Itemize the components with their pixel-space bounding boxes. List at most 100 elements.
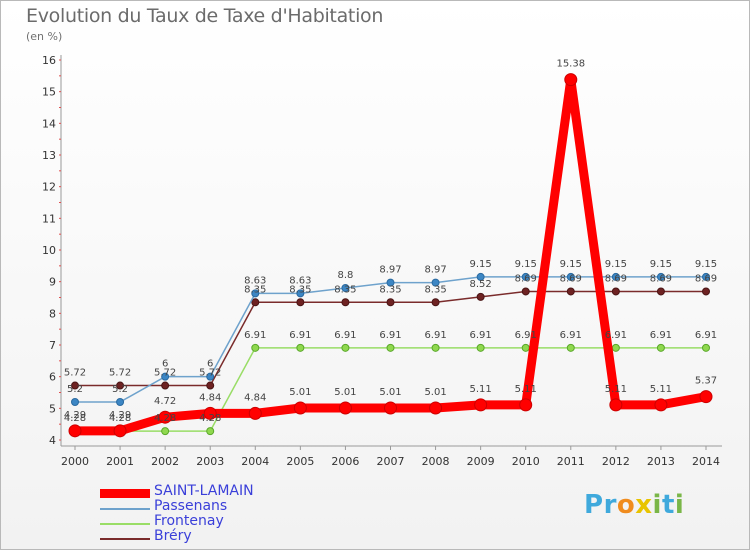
data-label-0: 4.84 (199, 392, 221, 403)
data-label-1: 8.63 (244, 275, 266, 286)
data-label-0: 5.01 (379, 387, 401, 398)
logo-letter: o (616, 490, 636, 520)
data-label-1: 9.15 (560, 259, 582, 270)
data-label-2: 6.91 (244, 330, 266, 341)
legend-item: SAINT-LAMAIN (100, 483, 360, 501)
legend-swatch (100, 489, 150, 498)
y-tick-label: 9 (49, 276, 56, 289)
data-label-2: 6.91 (289, 330, 311, 341)
logo-letter: i (674, 490, 685, 520)
data-label-0: 5.01 (334, 387, 356, 398)
x-tick-label: 2014 (692, 455, 720, 468)
data-label-2: 6.91 (379, 330, 401, 341)
series-point-1 (476, 272, 485, 281)
data-label-1: 8.8 (337, 270, 353, 281)
legend-label: SAINT-LAMAIN (154, 483, 254, 499)
series-point-1 (386, 278, 395, 287)
data-label-1: 9.15 (605, 259, 627, 270)
legend-item: Frontenay (100, 513, 360, 531)
series-point-0 (68, 424, 82, 438)
data-label-0: 5.01 (424, 387, 446, 398)
data-label-3: 5.72 (64, 368, 86, 379)
data-label-0: 5.11 (650, 384, 672, 395)
series-point-2 (476, 343, 485, 352)
data-label-2: 6.91 (560, 330, 582, 341)
data-label-3: 8.69 (560, 273, 582, 284)
series-point-3 (161, 381, 170, 390)
data-label-1: 6 (207, 359, 213, 370)
data-label-1: 8.97 (379, 265, 401, 276)
series-point-0 (293, 401, 307, 415)
data-label-0: 5.11 (515, 384, 537, 395)
series-point-2 (431, 343, 440, 352)
chart-unit-label: (en %) (26, 30, 63, 43)
data-label-1: 5.2 (112, 384, 128, 395)
x-tick-label: 2007 (377, 455, 405, 468)
y-tick-label: 16 (42, 54, 56, 67)
series-point-2 (251, 343, 260, 352)
data-label-2: 6.91 (515, 330, 537, 341)
series-point-0 (429, 401, 443, 415)
data-label-3: 8.35 (334, 284, 356, 295)
series-point-0 (158, 410, 172, 424)
y-tick-label: 10 (42, 244, 56, 257)
data-label-3: 8.69 (650, 273, 672, 284)
series-point-2 (521, 343, 530, 352)
proxiti-logo: Proxiti (584, 490, 684, 520)
series-point-3 (521, 287, 530, 296)
data-label-0: 4.29 (109, 410, 131, 421)
legend-swatch (100, 538, 150, 540)
data-label-1: 9.15 (470, 259, 492, 270)
logo-letter: t (661, 490, 675, 520)
series-point-3 (656, 287, 665, 296)
x-tick-label: 2006 (331, 455, 359, 468)
data-label-3: 8.69 (515, 273, 537, 284)
series-point-3 (251, 298, 260, 307)
series-point-3 (386, 298, 395, 307)
data-label-3: 8.69 (695, 273, 717, 284)
legend-item: Bréry (100, 528, 360, 546)
data-label-3: 8.35 (244, 284, 266, 295)
series-point-1 (702, 272, 710, 281)
series-point-0 (654, 398, 668, 412)
data-label-2: 6.91 (334, 330, 356, 341)
y-tick-label: 15 (42, 86, 56, 99)
legend-item: Passenans (100, 498, 360, 516)
series-point-0 (474, 398, 488, 412)
series-point-1 (656, 272, 665, 281)
legend-label: Frontenay (154, 513, 224, 529)
data-label-1: 6 (162, 359, 168, 370)
series-point-3 (476, 292, 485, 301)
series-point-1 (161, 372, 170, 381)
y-tick-label: 8 (49, 307, 56, 320)
series-point-1 (296, 289, 305, 298)
series-point-1 (431, 278, 440, 287)
data-label-0: 4.72 (154, 396, 176, 407)
data-label-2: 6.91 (650, 330, 672, 341)
series-point-3 (71, 381, 79, 390)
series-point-0 (519, 398, 533, 412)
data-label-2: 6.91 (424, 330, 446, 341)
y-tick-label: 7 (49, 339, 56, 352)
data-label-0: 5.01 (289, 387, 311, 398)
y-tick-label: 11 (42, 212, 56, 225)
data-label-2: 6.91 (605, 330, 627, 341)
y-tick-label: 5 (49, 402, 56, 415)
data-label-3: 5.72 (109, 368, 131, 379)
legend-swatch (100, 508, 150, 510)
data-label-1: 8.63 (289, 275, 311, 286)
logo-letter: r (603, 490, 617, 520)
x-tick-label: 2005 (286, 455, 314, 468)
x-tick-label: 2001 (106, 455, 134, 468)
series-point-1 (251, 289, 260, 298)
data-label-2: 4.28 (109, 413, 131, 424)
logo-letter: P (584, 490, 604, 520)
data-label-0: 4.29 (64, 410, 86, 421)
data-label-0: 5.37 (695, 376, 717, 387)
series-point-2 (611, 343, 620, 352)
data-label-0: 5.11 (470, 384, 492, 395)
y-tick-label: 13 (42, 149, 56, 162)
series-point-1 (611, 272, 620, 281)
data-label-3: 8.35 (424, 284, 446, 295)
data-label-2: 6.91 (695, 330, 717, 341)
